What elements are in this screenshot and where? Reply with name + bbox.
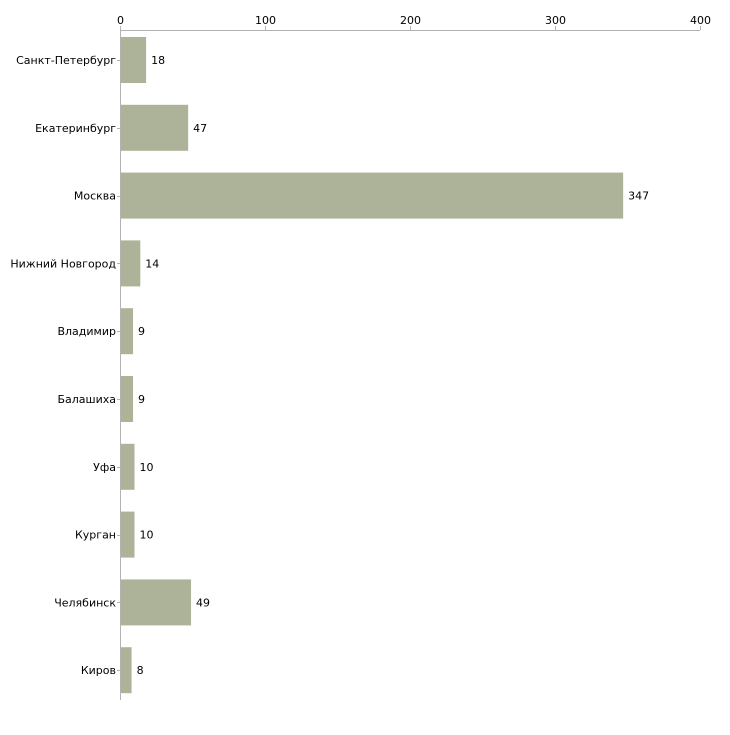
bar[interactable] bbox=[121, 443, 135, 490]
data-label: 18 bbox=[151, 54, 165, 67]
bar[interactable] bbox=[121, 647, 132, 694]
x-tick-label: 100 bbox=[255, 14, 276, 27]
labels-layer: 0 100 200 300 400 Санкт-Петербург 18 Екатеринбу… bbox=[10, 14, 711, 677]
bar[interactable] bbox=[121, 104, 189, 151]
category-label: Москва bbox=[74, 190, 116, 203]
bar[interactable] bbox=[121, 172, 624, 219]
data-label: 9 bbox=[138, 325, 145, 338]
category-label: Уфа bbox=[93, 461, 116, 474]
data-label: 10 bbox=[140, 529, 154, 542]
axis-layer bbox=[117, 26, 701, 700]
data-label: 9 bbox=[138, 393, 145, 406]
x-tick-label: 0 bbox=[117, 14, 124, 27]
category-label: Екатеринбург bbox=[35, 122, 116, 135]
bar[interactable] bbox=[121, 37, 147, 83]
bar[interactable] bbox=[121, 376, 134, 422]
category-label: Киров bbox=[81, 664, 116, 677]
data-label: 49 bbox=[196, 596, 210, 609]
data-label: 8 bbox=[137, 664, 144, 677]
category-label: Курган bbox=[75, 529, 116, 542]
x-tick-label: 200 bbox=[400, 14, 421, 27]
data-label: 14 bbox=[145, 257, 159, 270]
x-tick-label: 300 bbox=[545, 14, 566, 27]
data-label: 347 bbox=[628, 190, 649, 203]
bar[interactable] bbox=[121, 579, 192, 626]
category-label: Челябинск bbox=[54, 596, 116, 609]
bars-layer bbox=[121, 37, 624, 694]
bar[interactable] bbox=[121, 240, 141, 287]
category-label: Владимир bbox=[57, 325, 116, 338]
data-label: 10 bbox=[140, 461, 154, 474]
category-label: Нижний Новгород bbox=[10, 257, 116, 270]
x-tick-label: 400 bbox=[690, 14, 711, 27]
category-label: Санкт-Петербург bbox=[16, 54, 116, 67]
bar[interactable] bbox=[121, 308, 134, 355]
bar[interactable] bbox=[121, 511, 135, 558]
data-label: 47 bbox=[193, 122, 207, 135]
category-label: Балашиха bbox=[57, 393, 116, 406]
